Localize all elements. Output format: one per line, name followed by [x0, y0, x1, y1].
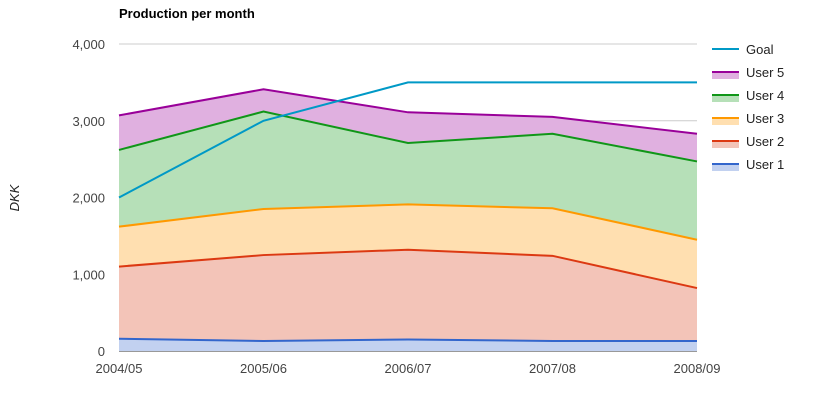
line-user-2	[118, 248, 698, 290]
y-tick-label: 2,000	[72, 191, 105, 206]
legend-item-user-3[interactable]: User 3	[712, 111, 784, 126]
line-user-5	[118, 88, 698, 135]
series-lines	[118, 81, 698, 343]
legend-label: User 5	[746, 65, 784, 80]
legend-swatch	[712, 164, 739, 171]
legend-label: User 4	[746, 88, 784, 103]
area-user-3	[119, 204, 697, 289]
chart-title: Production per month	[119, 6, 255, 21]
axis-ticks: 0 1,000 2,000 3,000 4,000 2004/05 2005/06 2006/…	[72, 37, 720, 376]
legend-label: User 1	[746, 157, 784, 172]
x-tick-label: 2004/05	[96, 361, 143, 376]
legend-item-user-2[interactable]: User 2	[712, 134, 784, 149]
legend-swatch	[712, 72, 739, 79]
x-tick-label: 2008/09	[674, 361, 721, 376]
legend-label: User 2	[746, 134, 784, 149]
legend-swatch	[712, 95, 739, 102]
line-goal	[118, 81, 697, 199]
x-tick-label: 2007/08	[529, 361, 576, 376]
legend-swatch	[712, 141, 739, 148]
area-user-2	[119, 249, 697, 342]
legend-label: User 3	[746, 111, 784, 126]
legend-item-user-4[interactable]: User 4	[712, 88, 784, 103]
x-tick-label: 2006/07	[385, 361, 432, 376]
legend-swatch	[712, 118, 739, 125]
x-tick-label: 2005/06	[240, 361, 287, 376]
y-tick-label: 3,000	[72, 114, 105, 129]
y-tick-label: 0	[98, 344, 105, 359]
area-user-5	[119, 89, 697, 162]
y-tick-label: 4,000	[72, 37, 105, 52]
legend[interactable]: Goal User 5 User 4 User 3 User 2 User 1	[712, 42, 784, 172]
legend-item-user-1[interactable]: User 1	[712, 157, 784, 172]
legend-item-user-5[interactable]: User 5	[712, 65, 784, 80]
y-axis-label: DKK	[7, 183, 22, 211]
legend-item-goal[interactable]: Goal	[712, 42, 774, 57]
line-user-3	[118, 203, 698, 241]
y-tick-label: 1,000	[72, 267, 105, 282]
line-user-4	[118, 110, 698, 163]
line-user-1	[118, 337, 697, 343]
legend-label: Goal	[746, 42, 774, 57]
